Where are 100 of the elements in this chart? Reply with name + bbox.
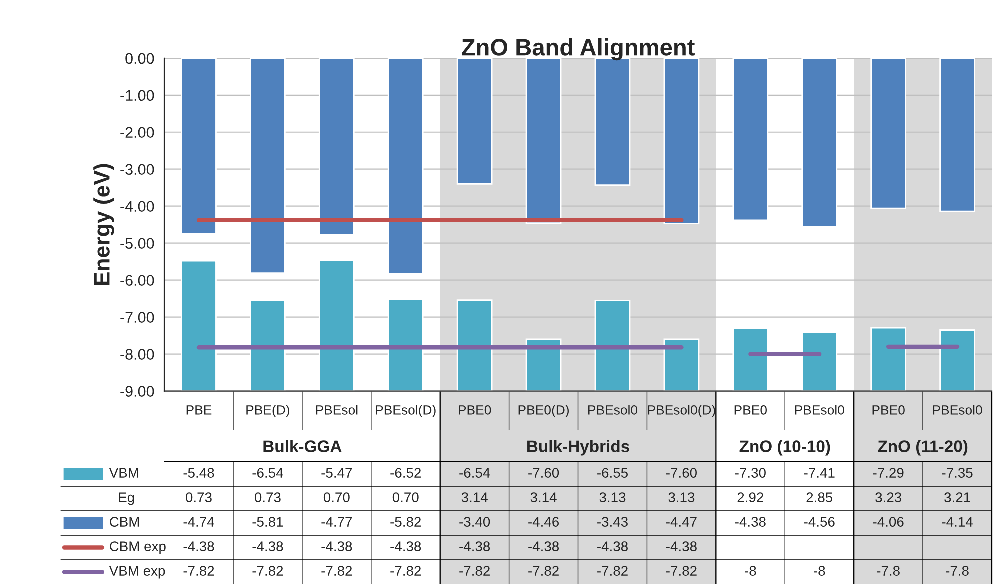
data-label: -4.38 [322,542,352,552]
data-label: -8 [814,566,826,576]
data-label: -7.82 [598,566,628,576]
x-tick-label: PBEsol0 [588,405,638,415]
text: ZnO (11-20) [878,440,968,456]
text: 3.14 [530,492,557,502]
text: 3.14 [462,492,488,502]
data-label: -4.06 [873,517,904,527]
text: 2.85 [806,492,833,502]
text: 0.70 [324,492,350,502]
text: 0.73 [254,492,281,502]
bar [250,300,286,392]
bar [318,260,355,392]
data-label: -4.38 [598,542,628,552]
data-label: -4.38 [252,542,284,552]
data-label: -7.82 [666,566,697,576]
data-label: -5.48 [184,468,214,478]
data-label: -7.60 [666,468,697,478]
data-label: -7.82 [460,566,490,576]
data-label: -4.74 [184,517,214,527]
data-label: -6.52 [390,468,421,478]
legend-label: CBM exp [110,542,166,554]
data-label: -7.8 [946,566,969,576]
y-tick-label: -5.00 [120,238,154,250]
data-label: -3.40 [460,517,490,527]
data-label: -4.38 [735,517,766,527]
chart-title: ZnO Band Alignment [462,38,695,61]
data-label: -4.47 [666,517,697,527]
y-tick-label: -4.00 [120,201,154,212]
x-tick-label: PBEsol0 [933,405,982,415]
data-label: -4.38 [666,542,697,552]
y-tick-label: -2.00 [120,127,154,138]
x-tick-label: PBE(D) [246,405,290,418]
y-tick-label: -1.00 [120,90,154,102]
data-label: -4.77 [322,517,352,527]
bar [181,58,217,234]
data-label: -7.82 [390,566,421,576]
data-label: -8 [745,566,756,576]
text: 3.23 [876,492,902,502]
data-label: -4.46 [528,517,559,527]
y-tick-label: 0.00 [126,53,154,64]
bar [526,58,562,224]
legend-label: CBM [110,517,140,527]
data-label: -4.38 [390,542,422,552]
data-label: -7.29 [873,468,904,478]
data-label: -5.82 [390,517,421,527]
data-label: -6.55 [598,468,628,478]
x-tick-label: PBEsol0(D) [648,405,716,418]
x-tick-label: PBEsol [316,405,358,415]
bar [181,260,217,392]
data-label: -7.82 [322,566,352,576]
data-label: -7.82 [528,566,559,576]
x-tick-label: PBE0(D) [518,405,569,418]
x-tick-label: PBE0 [459,406,492,415]
bar [732,58,769,222]
data-label: -7.60 [528,468,560,478]
y-axis-title: Energy (eV) [94,164,114,286]
bar [870,58,907,210]
x-tick-label: PBE0 [734,406,768,415]
text: Bulk-GGA [264,440,342,452]
data-label: -7.8 [877,566,900,576]
data-label: -4.14 [942,517,973,527]
bar [526,338,562,392]
bar [388,58,424,274]
data-label: -7.35 [942,468,973,478]
bar [456,300,493,392]
y-tick-label: -9.00 [120,386,154,397]
legend-label: VBM exp [109,566,166,579]
text: 0.73 [186,492,212,502]
y-tick-label: -7.00 [120,312,154,323]
data-label: -7.41 [804,468,835,478]
data-label: -3.43 [598,517,628,527]
text: 0.70 [392,492,419,502]
data-label: -5.47 [322,468,352,478]
legend-label: VBM [109,468,138,478]
data-label: -7.82 [252,566,284,576]
y-tick-label: -3.00 [120,164,154,176]
x-tick-label: PBEsol(D) [376,405,436,418]
data-label: -6.54 [460,468,490,478]
data-label: -4.38 [460,542,490,552]
x-tick-label: PBEsol0 [795,405,844,415]
text: ZnO (10-10) [740,440,830,456]
y-tick-label: -6.00 [120,275,154,286]
bar [940,58,976,212]
bar [456,58,493,185]
bar [664,338,700,392]
x-tick-label: PBE [186,406,212,415]
data-label: -7.30 [735,468,766,478]
data-label: -4.38 [184,542,214,552]
bar [318,58,355,236]
y-tick-label: -8.00 [120,349,154,360]
x-tick-label: PBE0 [872,406,905,415]
bar [388,298,424,392]
bar [594,300,631,392]
bar [250,58,286,274]
data-label: -6.54 [252,468,284,478]
text: 3.13 [600,492,626,502]
data-label: -7.82 [184,566,214,576]
text: 2.92 [738,492,764,502]
bar [802,58,838,228]
